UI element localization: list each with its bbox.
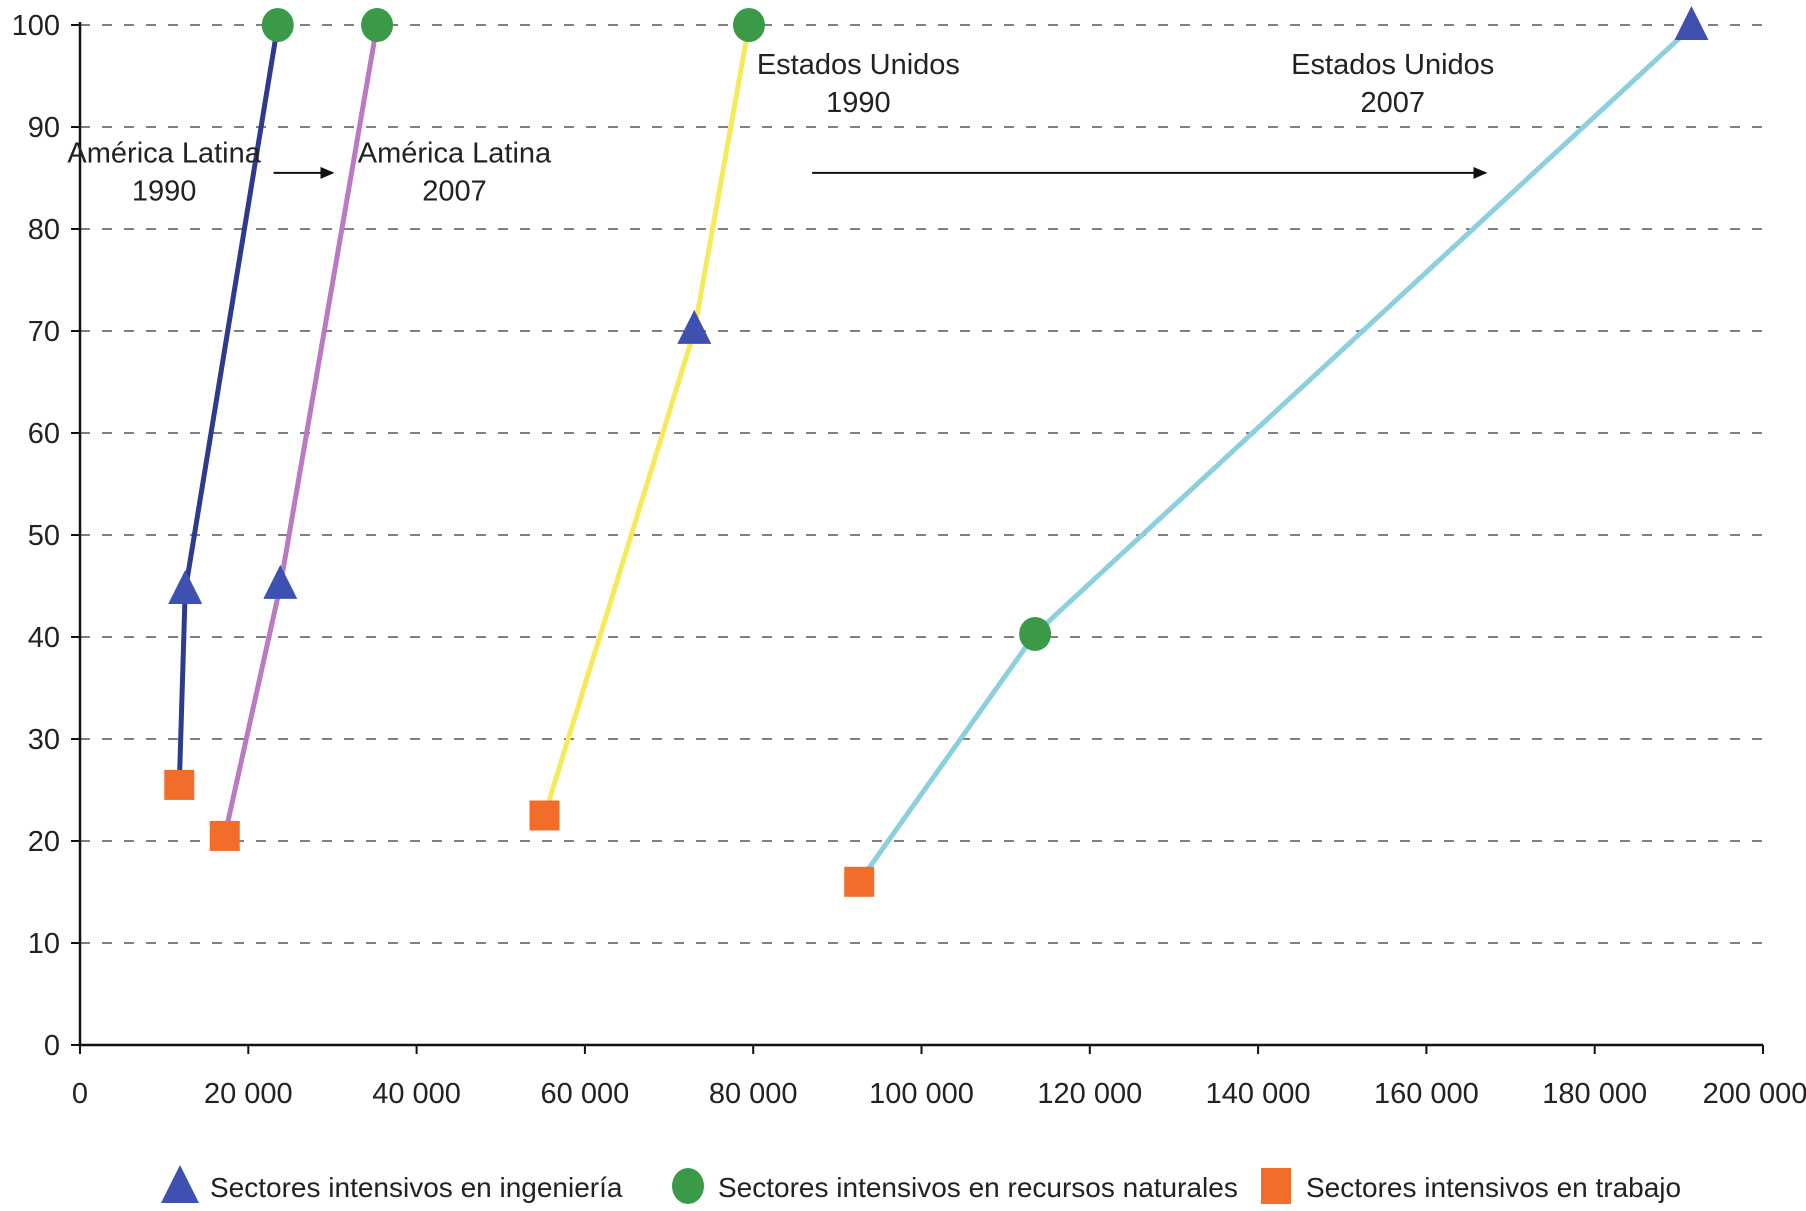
- x-tick-label: 20 000: [204, 1078, 293, 1110]
- y-tick-label: 20: [28, 826, 60, 858]
- y-tick-label: 0: [44, 1030, 60, 1062]
- y-tick-label: 30: [28, 724, 60, 756]
- annotations: América Latina 1990 América Latina 2007 Esta…: [67, 49, 1494, 208]
- legend-label: Sectores intensivos en recursos naturale…: [718, 1172, 1238, 1203]
- legend-triangle-icon: [161, 1165, 199, 1203]
- legend-item-triangle: Sectores intensivos en ingeniería: [161, 1165, 623, 1203]
- x-tick-label: 100 000: [869, 1078, 974, 1110]
- x-tick-label: 40 000: [372, 1078, 461, 1110]
- annotation-al2007-year: 2007: [422, 176, 487, 208]
- legend-circle-icon: [672, 1168, 704, 1204]
- y-tick-label: 40: [28, 622, 60, 654]
- y-tick-label: 60: [28, 418, 60, 450]
- legend-item-square: Sectores intensivos en trabajo: [1261, 1168, 1681, 1204]
- data-point-recursos-marker: [1019, 616, 1052, 651]
- annotation-eu1990-region: Estados Unidos: [757, 49, 960, 81]
- data-point-recursos-marker: [732, 8, 765, 42]
- data-point-ingenieria-marker: [168, 570, 203, 605]
- data-point-trabajo-marker: [164, 769, 195, 800]
- axes: 0 10 20 30 40 50 60 70 80 90 100 0 20 000 40 000 60 00…: [12, 10, 1806, 1110]
- legend-square-icon: [1261, 1168, 1291, 1204]
- y-tick-label: 90: [28, 112, 60, 144]
- series-line-2: [542, 24, 752, 817]
- annotation-al2007-region: América Latina: [358, 138, 552, 170]
- legend-label: Sectores intensivos en ingeniería: [210, 1172, 623, 1203]
- data-point-trabajo-marker: [209, 820, 240, 851]
- data-point-recursos-marker: [261, 8, 294, 42]
- y-tick-label: 50: [28, 520, 60, 552]
- y-tick-label: 70: [28, 316, 60, 348]
- x-tick-label: 120 000: [1037, 1078, 1142, 1110]
- annotation-eu1990-year: 1990: [826, 87, 891, 119]
- data-point-ingenieria-marker: [263, 564, 298, 599]
- y-tick-label: 10: [28, 928, 60, 960]
- annotation-eu2007-year: 2007: [1360, 87, 1425, 119]
- data-point-ingenieria-marker: [677, 309, 712, 344]
- series-line-3: [857, 25, 1694, 884]
- legend-item-circle: Sectores intensivos en recursos naturale…: [672, 1168, 1238, 1204]
- x-tick-label: 180 000: [1542, 1078, 1647, 1110]
- x-tick-label: 60 000: [541, 1078, 630, 1110]
- data-markers: [164, 5, 1709, 897]
- x-tick-label: 200 000: [1703, 1078, 1806, 1110]
- y-tick-label: 80: [28, 214, 60, 246]
- data-point-trabajo-marker: [844, 866, 875, 897]
- grid-lines: [80, 24, 1763, 944]
- annotation-al1990-region: América Latina: [67, 138, 261, 170]
- y-tick-label: 100: [12, 10, 60, 42]
- data-point-trabajo-marker: [529, 800, 560, 831]
- data-point-recursos-marker: [361, 8, 394, 42]
- legend: Sectores intensivos en ingeniería Sectore…: [161, 1165, 1681, 1204]
- annotation-eu2007-region: Estados Unidos: [1291, 49, 1494, 81]
- x-tick-label: 0: [72, 1078, 88, 1110]
- x-tick-label: 80 000: [709, 1078, 798, 1110]
- annotation-al1990-year: 1990: [132, 176, 197, 208]
- legend-label: Sectores intensivos en trabajo: [1306, 1172, 1681, 1203]
- x-tick-label: 140 000: [1206, 1078, 1311, 1110]
- x-tick-label: 160 000: [1374, 1078, 1479, 1110]
- data-point-ingenieria-marker: [1674, 5, 1709, 40]
